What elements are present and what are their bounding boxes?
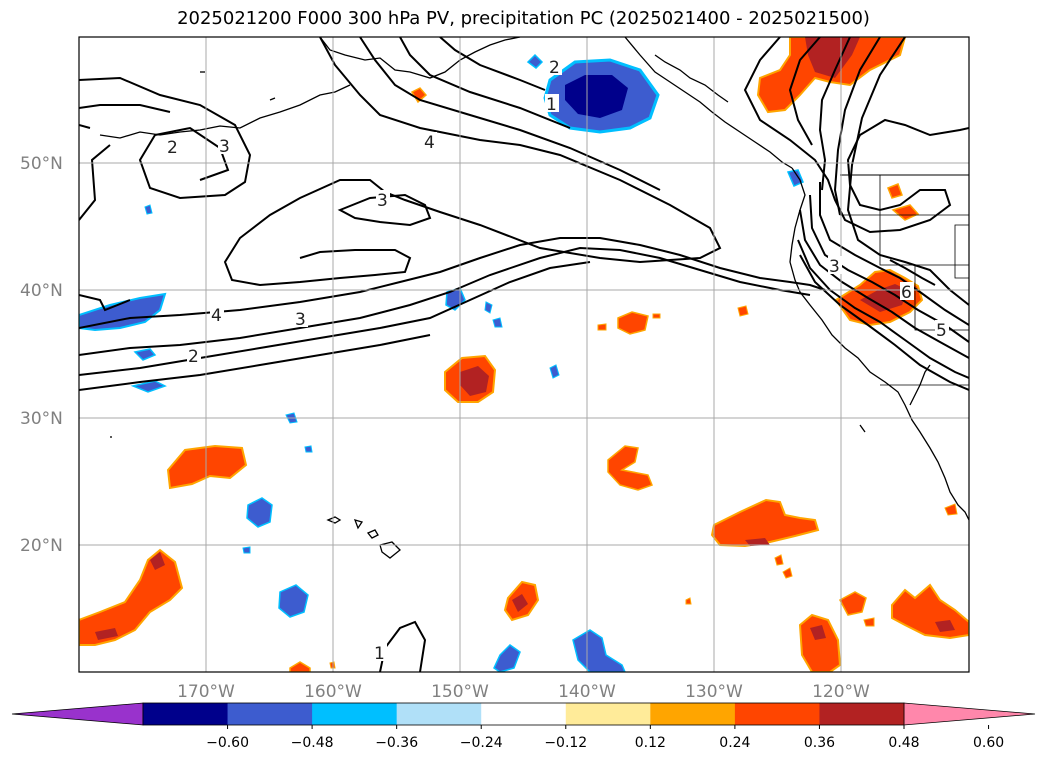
lon-label-160w: 160°W bbox=[304, 682, 362, 702]
colorbar-extend-high bbox=[903, 702, 1036, 726]
colorbar-tick-label: −0.60 bbox=[206, 735, 249, 751]
colorbar-segment bbox=[819, 703, 905, 725]
lon-label-170w: 170°W bbox=[177, 682, 235, 702]
colorbar-extend-low bbox=[11, 702, 144, 726]
lat-label-40n: 40°N bbox=[20, 281, 63, 301]
colorbar-tick-label: 0.12 bbox=[635, 735, 666, 751]
lat-label-50n: 50°N bbox=[20, 154, 63, 174]
coastlines bbox=[99, 37, 969, 559]
lon-label-140w: 140°W bbox=[558, 682, 616, 702]
pv-label: 2 bbox=[188, 347, 199, 367]
colorbar-tick-label: 0.36 bbox=[804, 735, 835, 751]
colorbar-segment bbox=[227, 703, 313, 725]
pv-label: 3 bbox=[829, 257, 840, 277]
colorbar-tick-label: −0.12 bbox=[544, 735, 587, 751]
map-title: 2025021200 F000 300 hPa PV, precipitatio… bbox=[177, 8, 870, 29]
colorbar-segment bbox=[565, 703, 651, 725]
colorbar-segment bbox=[734, 703, 820, 725]
pv-label: 1 bbox=[374, 644, 385, 664]
colorbar-segment bbox=[396, 703, 482, 725]
colorbar-tick-label: 0.24 bbox=[719, 735, 750, 751]
colorbar-tick-label: −0.48 bbox=[291, 735, 334, 751]
colorbar-segment bbox=[481, 703, 567, 725]
pv-label: 2 bbox=[549, 58, 560, 78]
colorbar-segment bbox=[650, 703, 736, 725]
pv-label: 1 bbox=[546, 95, 557, 115]
pv-contours bbox=[79, 37, 969, 672]
pv-label: 4 bbox=[424, 133, 435, 153]
lon-label-130w: 130°W bbox=[685, 682, 743, 702]
pv-label: 5 bbox=[936, 321, 947, 341]
colorbar-tick-label: 0.48 bbox=[888, 735, 919, 751]
pv-label: 3 bbox=[295, 310, 306, 330]
pv-label: 4 bbox=[211, 306, 222, 326]
pv-label: 6 bbox=[901, 283, 912, 303]
lon-label-150w: 150°W bbox=[431, 682, 489, 702]
lat-label-20n: 20°N bbox=[20, 536, 63, 556]
contour-labels: 2 3 4 3 2 1 4 3 2 1 3 5 6 bbox=[166, 57, 949, 664]
lat-label-30n: 30°N bbox=[20, 409, 63, 429]
colorbar-tick-label: 0.60 bbox=[973, 735, 1004, 751]
graticule bbox=[79, 37, 969, 672]
lon-label-120w: 120°W bbox=[812, 682, 870, 702]
pv-label: 3 bbox=[377, 191, 388, 211]
colorbar-segment bbox=[312, 703, 398, 725]
map-frame bbox=[78, 36, 970, 673]
colorbar-tick-label: −0.24 bbox=[460, 735, 503, 751]
colorbar-tick-label: −0.36 bbox=[375, 735, 418, 751]
colorbar: −0.60 −0.48 −0.36 −0.24 −0.12 0.12 0.24 0.36 0.4… bbox=[11, 702, 1036, 751]
colorbar-border bbox=[142, 702, 905, 726]
colorbar-segment bbox=[143, 703, 229, 725]
pv-label: 3 bbox=[219, 137, 230, 157]
pv-label: 2 bbox=[167, 138, 178, 158]
